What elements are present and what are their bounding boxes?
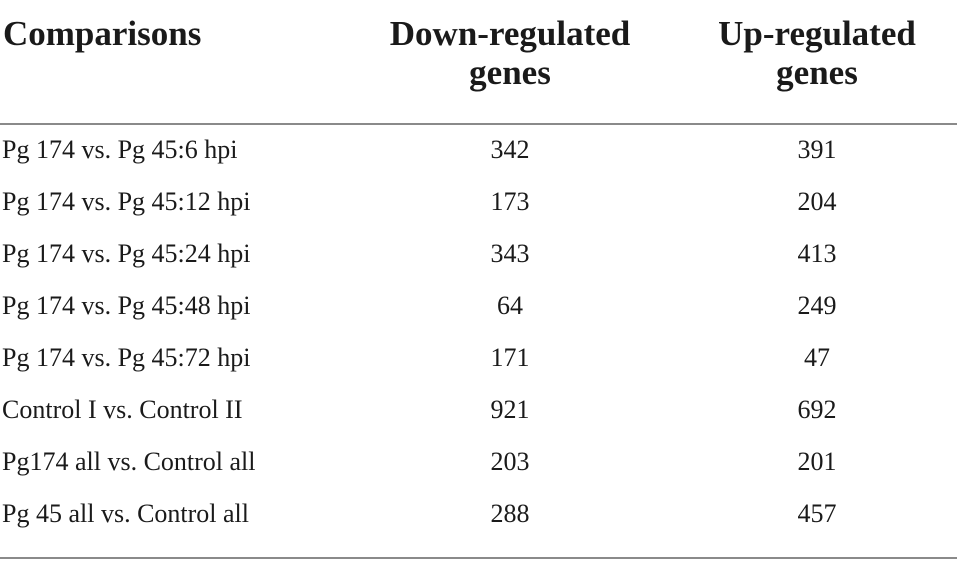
table-row: Pg 174 vs. Pg 45:48 hpi 64 249 (0, 280, 957, 332)
comparison-cell: Pg174 all vs. Control all (2, 447, 256, 476)
comparison-cell: Control I vs. Control II (2, 395, 243, 424)
table-row: Pg 174 vs. Pg 45:72 hpi 171 47 (0, 332, 957, 384)
down-regulated-cell: 203 (490, 447, 530, 476)
up-regulated-cell: 201 (797, 447, 837, 476)
table-header-row: Comparisons Down-regulated genes Up-regu… (0, 14, 957, 110)
up-regulated-cell: 391 (797, 135, 837, 164)
up-regulated-cell: 692 (797, 395, 837, 424)
comparison-cell: Pg 174 vs. Pg 45:6 hpi (2, 135, 238, 164)
table-row: Pg 174 vs. Pg 45:6 hpi 342 391 (0, 124, 957, 176)
table-row: Pg 174 vs. Pg 45:12 hpi 173 204 (0, 176, 957, 228)
up-regulated-cell: 47 (804, 343, 830, 372)
up-regulated-cell: 249 (797, 291, 837, 320)
header-comparisons: Comparisons (3, 14, 202, 53)
down-regulated-cell: 921 (490, 395, 530, 424)
comparison-cell: Pg 174 vs. Pg 45:24 hpi (2, 239, 251, 268)
table-row: Pg 174 vs. Pg 45:24 hpi 343 413 (0, 228, 957, 280)
up-regulated-cell: 204 (797, 187, 837, 216)
up-regulated-cell: 413 (797, 239, 837, 268)
down-regulated-cell: 342 (490, 135, 530, 164)
comparison-cell: Pg 174 vs. Pg 45:72 hpi (2, 343, 251, 372)
comparison-cell: Pg 174 vs. Pg 45:48 hpi (2, 291, 251, 320)
up-regulated-cell: 457 (797, 499, 837, 528)
comparison-cell: Pg 174 vs. Pg 45:12 hpi (2, 187, 251, 216)
comparison-cell: Pg 45 all vs. Control all (2, 499, 249, 528)
table-row: Control I vs. Control II 921 692 (0, 384, 957, 436)
down-regulated-cell: 288 (490, 499, 530, 528)
down-regulated-cell: 343 (490, 239, 530, 268)
header-down-regulated-genes: Down-regulated genes (389, 14, 631, 92)
header-divider (0, 123, 957, 125)
down-regulated-cell: 173 (490, 187, 530, 216)
table-row: Pg 45 all vs. Control all 288 457 (0, 488, 957, 540)
header-up-regulated-genes: Up-regulated genes (718, 14, 916, 92)
table-body: Pg 174 vs. Pg 45:6 hpi 342 391 Pg 174 vs… (0, 124, 957, 540)
down-regulated-cell: 64 (497, 291, 523, 320)
down-regulated-cell: 171 (490, 343, 530, 372)
table-row: Pg174 all vs. Control all 203 201 (0, 436, 957, 488)
table-bottom-rule (0, 557, 957, 559)
